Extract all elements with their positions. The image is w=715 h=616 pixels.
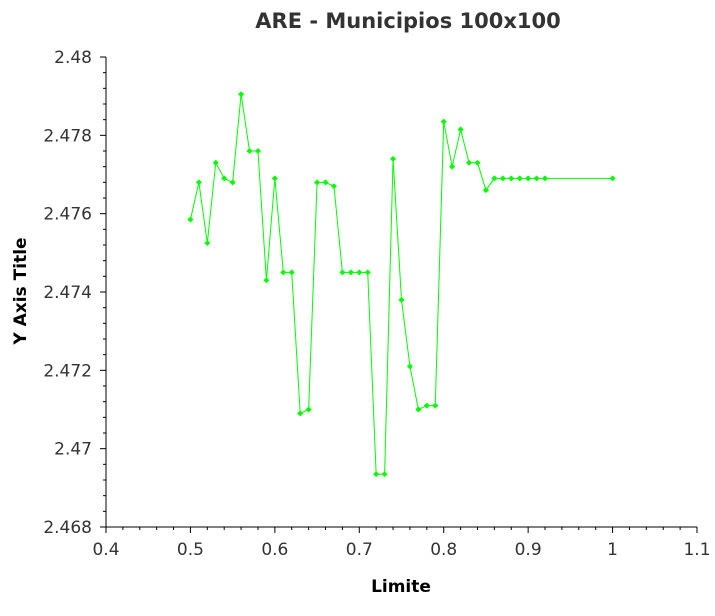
data-point	[288, 269, 295, 276]
data-point	[449, 163, 456, 170]
y-axis-title: Y Axis Title	[11, 237, 31, 345]
data-point	[440, 118, 447, 125]
data-point	[305, 406, 312, 413]
data-point	[432, 402, 439, 409]
data-point	[381, 471, 388, 478]
y-tick-label: 2.474	[43, 283, 92, 303]
chart-title: ARE - Municipios 100x100	[255, 9, 560, 33]
data-point	[314, 179, 321, 186]
data-point	[238, 91, 245, 98]
data-point	[330, 183, 337, 190]
y-tick-label: 2.48	[54, 48, 92, 68]
data-point	[609, 175, 616, 182]
data-point	[457, 126, 464, 133]
data-point	[466, 159, 473, 166]
series-line	[189, 94, 613, 475]
data-point	[339, 269, 346, 276]
data-point	[347, 269, 354, 276]
x-tick-label: 0.5	[177, 540, 204, 560]
data-point	[406, 363, 413, 370]
data-point	[297, 410, 304, 417]
data-point	[280, 269, 287, 276]
data-point	[474, 159, 481, 166]
y-tick-label: 2.47	[54, 440, 92, 460]
data-point	[398, 296, 405, 303]
data-point	[204, 240, 211, 247]
data-point	[195, 179, 202, 186]
data-point	[254, 148, 261, 154]
data-point	[271, 175, 278, 182]
data-point	[508, 175, 515, 182]
y-tick-label: 2.478	[43, 126, 92, 146]
data-point	[482, 187, 489, 194]
data-point	[364, 269, 371, 276]
y-tick-label: 2.468	[43, 518, 92, 538]
data-point	[533, 175, 540, 182]
x-tick-label: 0.7	[346, 540, 373, 560]
data-point	[187, 216, 194, 223]
data-point	[212, 159, 219, 166]
y-tick-label: 2.472	[43, 361, 92, 381]
x-tick-label: 1	[607, 540, 618, 560]
x-axis-title: Limite	[371, 577, 431, 597]
x-tick-label: 0.6	[261, 540, 288, 560]
data-point	[516, 175, 523, 182]
x-tick-label: 1.1	[683, 540, 710, 560]
data-point	[373, 471, 380, 478]
data-point	[356, 269, 363, 276]
data-point	[423, 402, 430, 409]
y-tick-label: 2.476	[43, 205, 92, 225]
data-point	[491, 175, 498, 182]
plot-area	[187, 91, 616, 478]
x-tick-label: 0.4	[92, 540, 119, 560]
x-tick-label: 0.9	[515, 540, 542, 560]
data-point	[229, 179, 236, 186]
x-tick-label: 0.8	[430, 540, 457, 560]
data-point	[263, 277, 270, 284]
x-axis-ticks: 0.4 0.5 0.6 0.7 0.8 0.9 1 1.1	[92, 527, 711, 560]
data-point	[415, 406, 422, 413]
data-point	[542, 175, 549, 182]
data-point	[322, 179, 329, 186]
data-point	[499, 175, 506, 182]
y-axis-ticks: 2.468 2.47 2.472 2.474 2.476 2.478 2.48	[43, 48, 106, 538]
data-point	[390, 155, 397, 162]
data-point	[246, 148, 253, 154]
data-point	[221, 175, 228, 182]
data-point	[525, 175, 532, 182]
